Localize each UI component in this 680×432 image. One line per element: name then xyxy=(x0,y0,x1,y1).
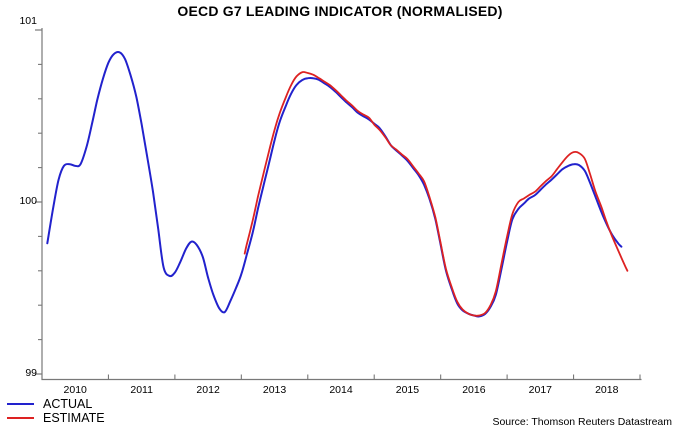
x-axis-label: 2010 xyxy=(63,384,87,396)
estimate-line-sample xyxy=(7,417,34,419)
y-axis-label: 99 xyxy=(25,367,37,379)
x-axis-label: 2014 xyxy=(329,384,353,396)
series-line-estimate xyxy=(243,71,629,317)
x-axis-label: 2018 xyxy=(595,384,619,396)
chart-title: OECD G7 LEADING INDICATOR (NORMALISED) xyxy=(177,3,503,19)
legend-label-estimate: ESTIMATE xyxy=(43,410,105,425)
x-axis-label: 2015 xyxy=(395,384,420,396)
y-axis-label: 101 xyxy=(19,15,37,27)
x-axis-label: 2012 xyxy=(196,384,220,396)
legend-row-actual: ACTUAL xyxy=(7,397,105,411)
legend-row-estimate: ESTIMATE xyxy=(7,411,105,425)
source-credit: Source: Thomson Reuters Datastream xyxy=(492,416,672,428)
legend-label-actual: ACTUAL xyxy=(43,396,93,411)
legend: ACTUAL ESTIMATE xyxy=(7,397,105,425)
x-axis-label: 2011 xyxy=(130,384,153,396)
y-axis-label: 100 xyxy=(19,195,37,207)
x-axis-label: 2016 xyxy=(462,384,486,396)
axis-frame xyxy=(41,28,642,381)
series-line-actual xyxy=(46,51,623,318)
actual-line-sample xyxy=(7,403,34,405)
x-axis-label: 2013 xyxy=(262,384,287,396)
x-axis-label: 2017 xyxy=(528,384,552,396)
